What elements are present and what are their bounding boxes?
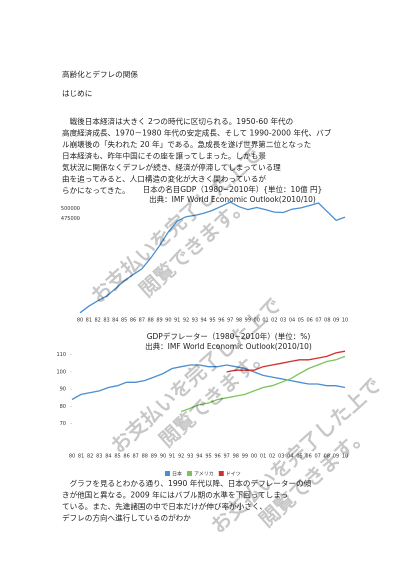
x-tick-label: 91 xyxy=(169,454,175,460)
x-tick-label: 85 xyxy=(121,318,127,324)
x-tick-label: 96 xyxy=(214,454,220,460)
y-tick-label: 80 xyxy=(60,404,66,410)
section-heading: はじめに xyxy=(62,89,92,98)
x-tick-label: 81 xyxy=(78,454,84,460)
x-tick-label: 03 xyxy=(280,318,286,324)
chart-subtitle: 出典：IMF World Economic Outlook(2010/10) xyxy=(149,194,316,204)
x-tick-label: 10 xyxy=(342,318,348,324)
x-tick-label: 00 xyxy=(251,454,257,460)
x-tick-label: 84 xyxy=(112,318,118,324)
x-tick-label: 92 xyxy=(183,318,189,324)
chart-title: 日本の名目GDP（1980~2010年）{単位：10億 円} xyxy=(143,184,323,194)
x-tick-label: 02 xyxy=(269,454,275,460)
x-tick-label: 88 xyxy=(142,454,148,460)
body-line: 由を追ってみると、人口構造の変化が大きく関わっているが xyxy=(62,174,266,184)
x-tick-label: 94 xyxy=(200,318,206,324)
body-line: グラフを見るとわかる通り、1990 年代以降、日本のデフレーターの傾 xyxy=(62,478,312,488)
x-tick-label: 99 xyxy=(245,318,251,324)
body-line: 戦後日本経済は大きく 2つの時代に区切られる。1950-60 年代の xyxy=(62,116,293,126)
x-tick-label: 05 xyxy=(298,318,304,324)
x-tick-label: 03 xyxy=(278,454,284,460)
x-tick-label: 90 xyxy=(165,318,171,324)
x-tick-label: 80 xyxy=(69,454,75,460)
legend-swatch xyxy=(187,471,193,476)
x-tick-label: 97 xyxy=(227,318,233,324)
x-tick-label: 86 xyxy=(123,454,129,460)
x-tick-label: 96 xyxy=(218,318,224,324)
body-line: ている。また、先進諸国の中で日本だけが伸び率が小さく、 xyxy=(62,501,267,511)
body-line: ル崩壊後の「失われた 20 年」である。急成長を遂げ世界第二位となった xyxy=(62,139,311,149)
data-line xyxy=(71,364,346,401)
x-tick-label: 01 xyxy=(260,454,266,460)
x-tick-label: 06 xyxy=(305,454,311,460)
data-line xyxy=(180,355,346,413)
y-tick-label: 90 xyxy=(60,387,66,393)
legend-swatch xyxy=(165,471,170,476)
x-tick-label: 84 xyxy=(105,454,111,460)
x-tick-label: 97 xyxy=(224,454,230,460)
x-tick-label: 89 xyxy=(151,454,157,460)
y-tick-label: 500000 xyxy=(61,206,80,212)
x-tick-label: 07 xyxy=(315,454,321,460)
body-line: 気状況に関係なくデフレが続き、経済が停滞してしまっている理 xyxy=(62,162,281,172)
y-tick-label: 70 xyxy=(60,421,66,427)
x-tick-label: 10 xyxy=(342,454,348,460)
body-line: きが他国と異なる。2009 年にはバブル期の水準を下回ってしまっ xyxy=(62,490,288,500)
legend-label: アメリカ xyxy=(194,472,214,478)
x-tick-label: 09 xyxy=(333,454,339,460)
body-line: デフレの方向へ進行しているのがわか xyxy=(62,513,191,523)
body-line: 日本経済も、昨年中国にその座を譲ってしまった。しかも景 xyxy=(62,151,266,161)
x-tick-label: 94 xyxy=(196,454,202,460)
x-tick-label: 88 xyxy=(147,318,153,324)
x-tick-label: 92 xyxy=(178,454,184,460)
x-tick-label: 85 xyxy=(114,454,120,460)
x-tick-label: 83 xyxy=(103,318,109,324)
legend-label: 日本 xyxy=(172,471,182,478)
x-tick-label: 00 xyxy=(253,318,259,324)
x-tick-label: 91 xyxy=(174,318,180,324)
x-tick-label: 82 xyxy=(94,318,100,324)
x-tick-label: 80 xyxy=(77,318,83,324)
x-tick-label: 99 xyxy=(242,454,248,460)
body-line: らかになってきた。 xyxy=(62,186,130,195)
x-tick-label: 07 xyxy=(315,318,321,324)
data-line xyxy=(79,201,346,314)
doc-title: 高齢化とデフレの関係 xyxy=(62,69,138,79)
x-tick-label: 95 xyxy=(205,454,211,460)
x-tick-label: 93 xyxy=(192,318,198,324)
x-tick-label: 01 xyxy=(262,318,268,324)
x-tick-label: 83 xyxy=(96,454,102,460)
x-tick-label: 82 xyxy=(87,454,93,460)
x-tick-label: 87 xyxy=(139,318,145,324)
x-tick-label: 95 xyxy=(209,318,215,324)
x-tick-label: 90 xyxy=(160,454,166,460)
y-tick-label: 475000 xyxy=(61,216,80,222)
y-tick-label: 110 xyxy=(56,352,66,358)
x-tick-label: 04 xyxy=(289,318,295,324)
x-tick-label: 98 xyxy=(233,454,239,460)
x-tick-label: 08 xyxy=(324,318,330,324)
x-tick-label: 06 xyxy=(306,318,312,324)
x-tick-label: 02 xyxy=(271,318,277,324)
x-tick-label: 81 xyxy=(86,318,92,324)
y-tick-label: 100 xyxy=(56,369,66,375)
x-tick-label: 86 xyxy=(130,318,136,324)
x-tick-label: 09 xyxy=(333,318,339,324)
chart-subtitle: 出典：IMF World Economic Outlook(2010/10) xyxy=(145,341,312,351)
legend-label: ドイツ xyxy=(226,472,241,478)
x-tick-label: 93 xyxy=(187,454,193,460)
x-tick-label: 87 xyxy=(133,454,139,460)
chart-title: GDPデフレーター（1980~2010年）(単位：%) xyxy=(147,331,311,341)
x-tick-label: 98 xyxy=(236,318,242,324)
data-line xyxy=(226,350,346,373)
x-tick-label: 08 xyxy=(324,454,330,460)
x-tick-label: 04 xyxy=(287,454,293,460)
body-line: 高度経済成長、1970－1980 年代の安定成長、そして 1990-2000 年… xyxy=(62,128,332,138)
x-tick-label: 89 xyxy=(156,318,162,324)
legend-swatch xyxy=(218,471,224,476)
x-tick-label: 05 xyxy=(296,454,302,460)
